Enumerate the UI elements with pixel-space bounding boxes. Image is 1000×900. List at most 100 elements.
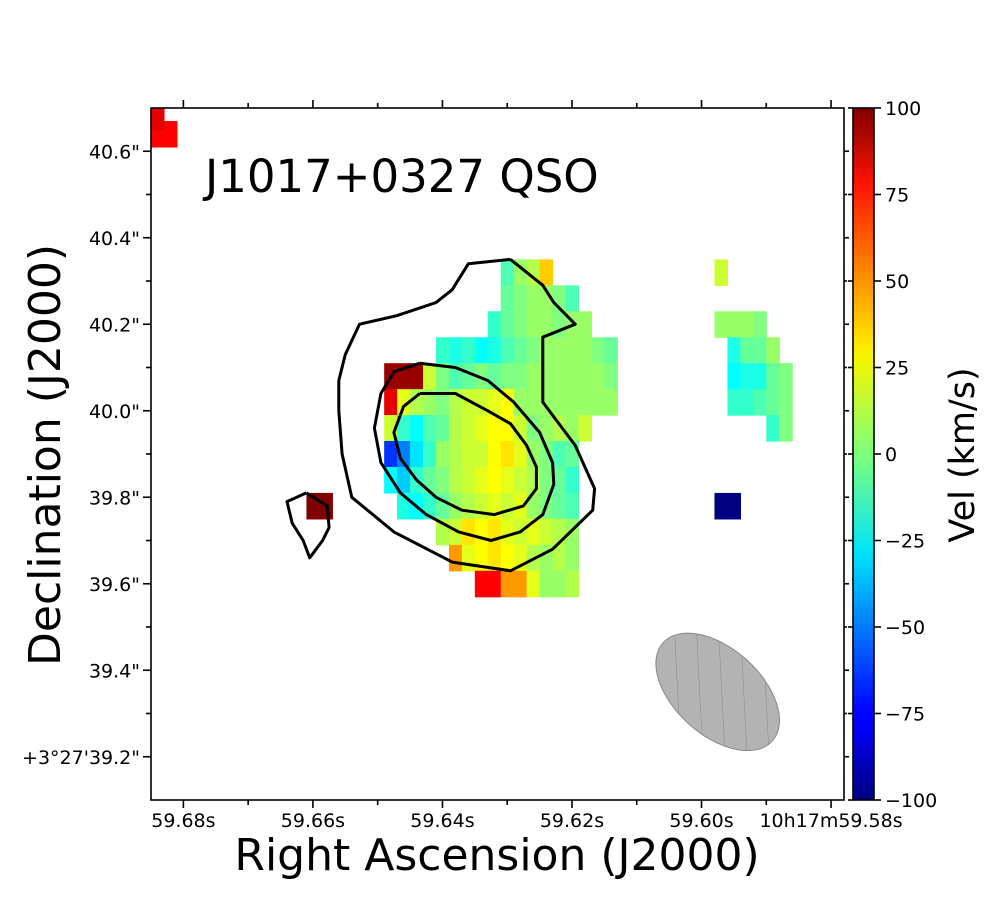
velocity-pixel — [448, 415, 463, 442]
velocity-pixel — [565, 492, 580, 520]
velocity-pixel — [578, 415, 593, 442]
velocity-pixel — [526, 337, 541, 364]
velocity-pixel — [435, 389, 450, 416]
y-tick-label: +3°27'39.2" — [22, 747, 140, 769]
colorbar-tick-label: −75 — [885, 704, 925, 726]
contour-middle — [372, 361, 556, 542]
velocity-pixel — [753, 337, 767, 364]
colorbar-ticks: 100 75 50 25 0 −25 −50 −75 −100 — [848, 98, 937, 812]
velocity-pixel — [487, 441, 502, 468]
velocity-pixel — [604, 363, 618, 390]
y-tick-label: 40.4" — [89, 228, 140, 250]
velocity-pixel — [448, 544, 463, 572]
velocity-pixel — [461, 441, 476, 468]
velocity-pixel — [578, 337, 593, 364]
velocity-pixel — [565, 466, 580, 494]
velocity-pixel — [474, 518, 489, 546]
y-axis-title: Declination (J2000) — [20, 244, 71, 666]
velocity-pixel — [604, 389, 618, 416]
velocity-pixel — [423, 415, 437, 442]
velocity-pixel — [565, 389, 580, 416]
velocity-pixel — [474, 570, 489, 598]
velocity-pixel — [461, 389, 476, 416]
velocity-pixel — [526, 441, 541, 468]
velocity-pixel — [779, 363, 793, 390]
x-tick-label: 59.68s — [151, 810, 215, 832]
y-tick-label: 39.4" — [89, 660, 140, 682]
velocity-pixel — [766, 389, 780, 416]
velocity-pixel — [753, 389, 767, 416]
velocity-pixel — [410, 415, 424, 442]
velocity-pixel — [397, 441, 411, 468]
velocity-pixel — [740, 311, 754, 338]
velocity-pixel — [500, 311, 515, 338]
colorbar-tick-label: 25 — [885, 358, 909, 380]
velocity-pixel — [740, 363, 754, 390]
colorbar-tick-label: 50 — [885, 271, 909, 293]
velocity-pixel — [552, 570, 567, 598]
velocity-pixel — [474, 337, 489, 364]
contour-outer — [285, 491, 331, 560]
velocity-pixel — [487, 337, 502, 364]
colorbar-tick-label: −25 — [885, 531, 925, 553]
velocity-pixel — [487, 311, 502, 338]
velocity-pixel — [397, 389, 411, 416]
velocity-pixel — [500, 285, 515, 312]
velocity-pixel — [513, 363, 528, 390]
y-tick-label: 40.0" — [89, 401, 140, 423]
velocity-pixel — [526, 570, 541, 598]
colorbar-tick-label: −50 — [885, 617, 925, 639]
beam-hatch — [655, 632, 780, 752]
velocity-pixel — [500, 492, 515, 520]
velocity-pixels — [151, 108, 793, 598]
velocity-pixel — [753, 363, 767, 390]
velocity-pixel — [578, 389, 593, 416]
velocity-pixel — [151, 108, 165, 131]
velocity-pixel — [435, 466, 450, 494]
velocity-pixel — [526, 285, 541, 312]
y-tick-label: 40.2" — [89, 314, 140, 336]
velocity-pixel — [435, 337, 450, 364]
velocity-pixel — [397, 415, 411, 442]
velocity-pixel — [461, 466, 476, 494]
velocity-pixel — [461, 415, 476, 442]
velocity-pixel — [397, 466, 411, 494]
velocity-pixel — [461, 492, 476, 520]
velocity-pixel — [552, 363, 567, 390]
velocity-pixel — [539, 259, 554, 286]
velocity-pixel — [565, 441, 580, 468]
velocity-pixel — [487, 466, 502, 494]
velocity-pixel — [500, 518, 515, 546]
velocity-pixel — [591, 363, 605, 390]
velocity-pixel — [487, 544, 502, 572]
velocity-pixel — [500, 441, 515, 468]
velocity-pixel — [526, 363, 541, 390]
colorbar-title: Vel (km/s) — [943, 367, 983, 542]
beam-ellipse-group — [655, 632, 780, 752]
contour-inner — [392, 392, 538, 517]
velocity-pixel — [565, 363, 580, 390]
velocity-pixel — [474, 466, 489, 494]
velocity-pixel — [461, 337, 476, 364]
velocity-pixel — [410, 363, 424, 390]
velocity-pixel — [727, 492, 741, 520]
velocity-pixel — [766, 363, 780, 390]
velocity-pixel — [740, 337, 754, 364]
velocity-pixel — [539, 518, 554, 546]
velocity-pixel — [448, 518, 463, 546]
x-tick-label: 59.62s — [540, 810, 604, 832]
velocity-pixel — [552, 389, 567, 416]
velocity-pixel — [461, 518, 476, 546]
axis-ticks: 59.68s 59.66s 59.64s 59.62s 59.60s 10h17m59.5… — [22, 100, 903, 832]
velocity-pixel — [435, 441, 450, 468]
velocity-pixel — [513, 389, 528, 416]
velocity-pixel — [539, 570, 554, 598]
velocity-pixel — [474, 492, 489, 520]
velocity-pixel — [448, 441, 463, 468]
contour-outer — [337, 257, 597, 573]
velocity-pixel — [714, 492, 729, 520]
velocity-pixel — [448, 466, 463, 494]
velocity-pixel — [591, 389, 605, 416]
colorbar — [853, 108, 874, 800]
y-tick-label: 39.8" — [89, 487, 140, 509]
